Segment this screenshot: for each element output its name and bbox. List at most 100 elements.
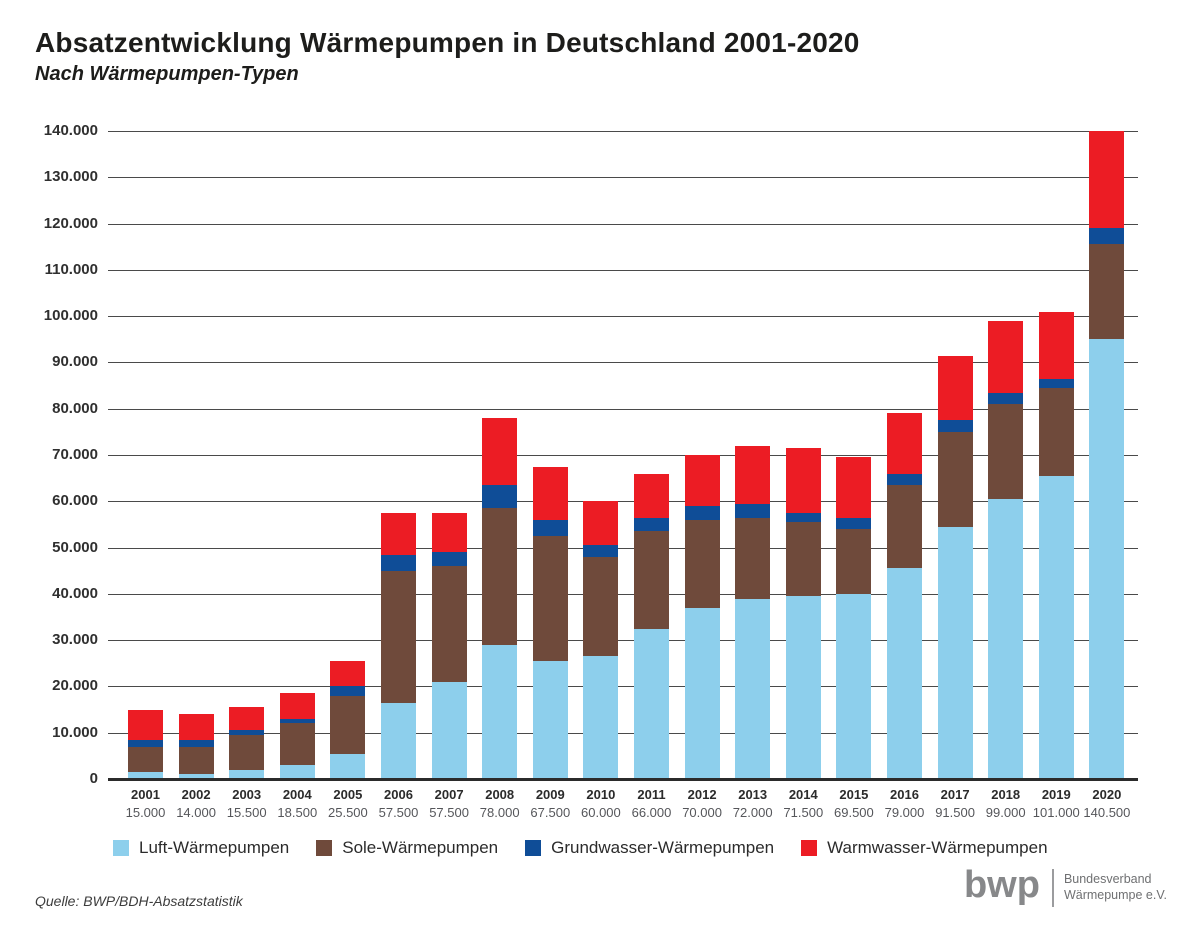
bar-segment bbox=[583, 656, 619, 779]
bar-segment bbox=[431, 552, 467, 567]
total-label: 70.000 bbox=[682, 805, 722, 820]
total-label: 67.500 bbox=[530, 805, 571, 820]
bar-segment bbox=[937, 355, 973, 421]
legend-swatch-icon bbox=[525, 840, 542, 856]
year-label: 2019 bbox=[1041, 787, 1071, 802]
bar-segment bbox=[583, 556, 619, 657]
legend-swatch-icon bbox=[113, 840, 129, 856]
bar-segment bbox=[431, 566, 467, 682]
legend: Luft-Wärmepumpen Sole-Wärmepumpen Grundwas… bbox=[113, 838, 1048, 858]
bar-segment bbox=[532, 519, 568, 537]
gridline bbox=[108, 316, 1138, 318]
x-axis-label: 2002 14.000 bbox=[160, 787, 232, 820]
year-label: 2008 bbox=[485, 787, 515, 802]
total-label: 57.500 bbox=[429, 805, 469, 820]
x-axis-label: 2011 66.000 bbox=[616, 787, 688, 820]
bwp-logo-mark: bwp bbox=[963, 864, 1040, 906]
bar-segment bbox=[482, 508, 518, 645]
x-axis-label: 2020 140.500 bbox=[1071, 787, 1143, 820]
bar-2006 bbox=[381, 512, 416, 779]
x-axis-label: 2010 60.000 bbox=[565, 787, 637, 820]
bar-segment bbox=[381, 702, 416, 779]
x-axis-label: 2008 78.000 bbox=[464, 787, 536, 820]
bar-segment bbox=[128, 746, 163, 773]
bar-2014 bbox=[785, 448, 821, 779]
legend-label: Warmwasser-Wärmepumpen bbox=[827, 838, 1048, 857]
year-label: 2016 bbox=[890, 787, 919, 802]
bar-segment bbox=[381, 570, 416, 703]
bar-segment bbox=[1038, 387, 1074, 476]
x-axis-label: 2006 57.500 bbox=[363, 787, 435, 820]
year-label: 2015 bbox=[839, 787, 869, 802]
x-axis-label: 2009 67.500 bbox=[514, 787, 586, 820]
y-axis-label: 0 bbox=[89, 770, 98, 787]
gridline bbox=[108, 593, 1138, 595]
year-label: 2009 bbox=[535, 787, 565, 802]
bar-segment bbox=[887, 485, 922, 569]
bar-segment bbox=[735, 445, 771, 504]
bar-segment bbox=[1089, 131, 1125, 229]
total-label: 79.000 bbox=[884, 805, 925, 820]
total-label: 57.500 bbox=[378, 805, 419, 820]
bar-segment bbox=[785, 448, 821, 513]
year-label: 2005 bbox=[333, 787, 363, 802]
bar-segment bbox=[634, 517, 669, 532]
page-title: Absatzentwicklung Wärmepumpen in Deutsch… bbox=[35, 27, 860, 58]
bar-2002 bbox=[178, 714, 214, 779]
bar-segment bbox=[128, 772, 163, 779]
bar-segment bbox=[381, 512, 416, 555]
bar-segment bbox=[178, 774, 214, 779]
bar-segment bbox=[279, 693, 315, 719]
bar-segment bbox=[634, 628, 669, 779]
bar-segment bbox=[431, 681, 467, 779]
bar-2001 bbox=[128, 709, 163, 779]
x-axis-label: 2007 57.500 bbox=[413, 787, 485, 820]
bar-segment bbox=[836, 593, 872, 779]
gridline bbox=[108, 732, 1138, 734]
x-axis-label: 2012 70.000 bbox=[666, 787, 738, 820]
bar-2013 bbox=[735, 445, 771, 779]
y-axis-label: 10.000 bbox=[52, 723, 98, 741]
bar-2018 bbox=[988, 320, 1024, 779]
bar-segment bbox=[178, 746, 214, 775]
x-axis-label: 2015 69.500 bbox=[818, 787, 890, 820]
total-label: 72.000 bbox=[732, 805, 773, 820]
legend-label: Grundwasser-Wärmepumpen bbox=[551, 838, 775, 857]
total-label: 140.500 bbox=[1083, 805, 1131, 820]
bar-segment bbox=[735, 517, 771, 599]
bar-segment bbox=[634, 531, 669, 629]
x-axis-line bbox=[108, 778, 1138, 781]
bar-segment bbox=[988, 404, 1024, 499]
bar-segment bbox=[887, 413, 922, 474]
bar-segment bbox=[128, 709, 163, 740]
year-label: 2012 bbox=[687, 787, 717, 802]
bar-segment bbox=[836, 517, 872, 530]
total-label: 14.000 bbox=[176, 805, 216, 820]
logo-divider bbox=[1051, 869, 1054, 907]
bar-segment bbox=[684, 505, 720, 520]
x-axis-label: 2013 72.000 bbox=[717, 787, 789, 820]
bar-segment bbox=[532, 660, 568, 779]
legend-swatch-icon bbox=[801, 840, 818, 856]
y-axis-label: 100.000 bbox=[43, 307, 98, 325]
x-axis-label: 2017 91.500 bbox=[919, 787, 991, 820]
bwp-logo: bwp Bundesverband Wärmepumpe e.V. bbox=[964, 866, 1167, 910]
bar-segment bbox=[431, 512, 467, 553]
bar-segment bbox=[684, 455, 720, 506]
bar-2017 bbox=[937, 355, 973, 779]
total-label: 66.000 bbox=[631, 805, 672, 820]
y-axis-label: 110.000 bbox=[44, 260, 98, 278]
x-axis-label: 2004 18.500 bbox=[261, 787, 333, 820]
bar-segment bbox=[532, 536, 568, 661]
bar-segment bbox=[785, 512, 821, 523]
y-axis: 0 10.000 20.000 30.000 40.000 50.000 60.000 70.… bbox=[0, 122, 98, 787]
total-label: 15.000 bbox=[125, 805, 166, 820]
total-label: 99.000 bbox=[985, 805, 1026, 820]
total-label: 15.500 bbox=[226, 805, 267, 820]
bar-segment bbox=[229, 769, 265, 779]
year-label: 2018 bbox=[991, 787, 1021, 802]
x-axis-label: 2016 79.000 bbox=[869, 787, 941, 820]
bar-2011 bbox=[634, 473, 669, 779]
gridline bbox=[108, 177, 1138, 179]
bar-segment bbox=[482, 644, 518, 779]
